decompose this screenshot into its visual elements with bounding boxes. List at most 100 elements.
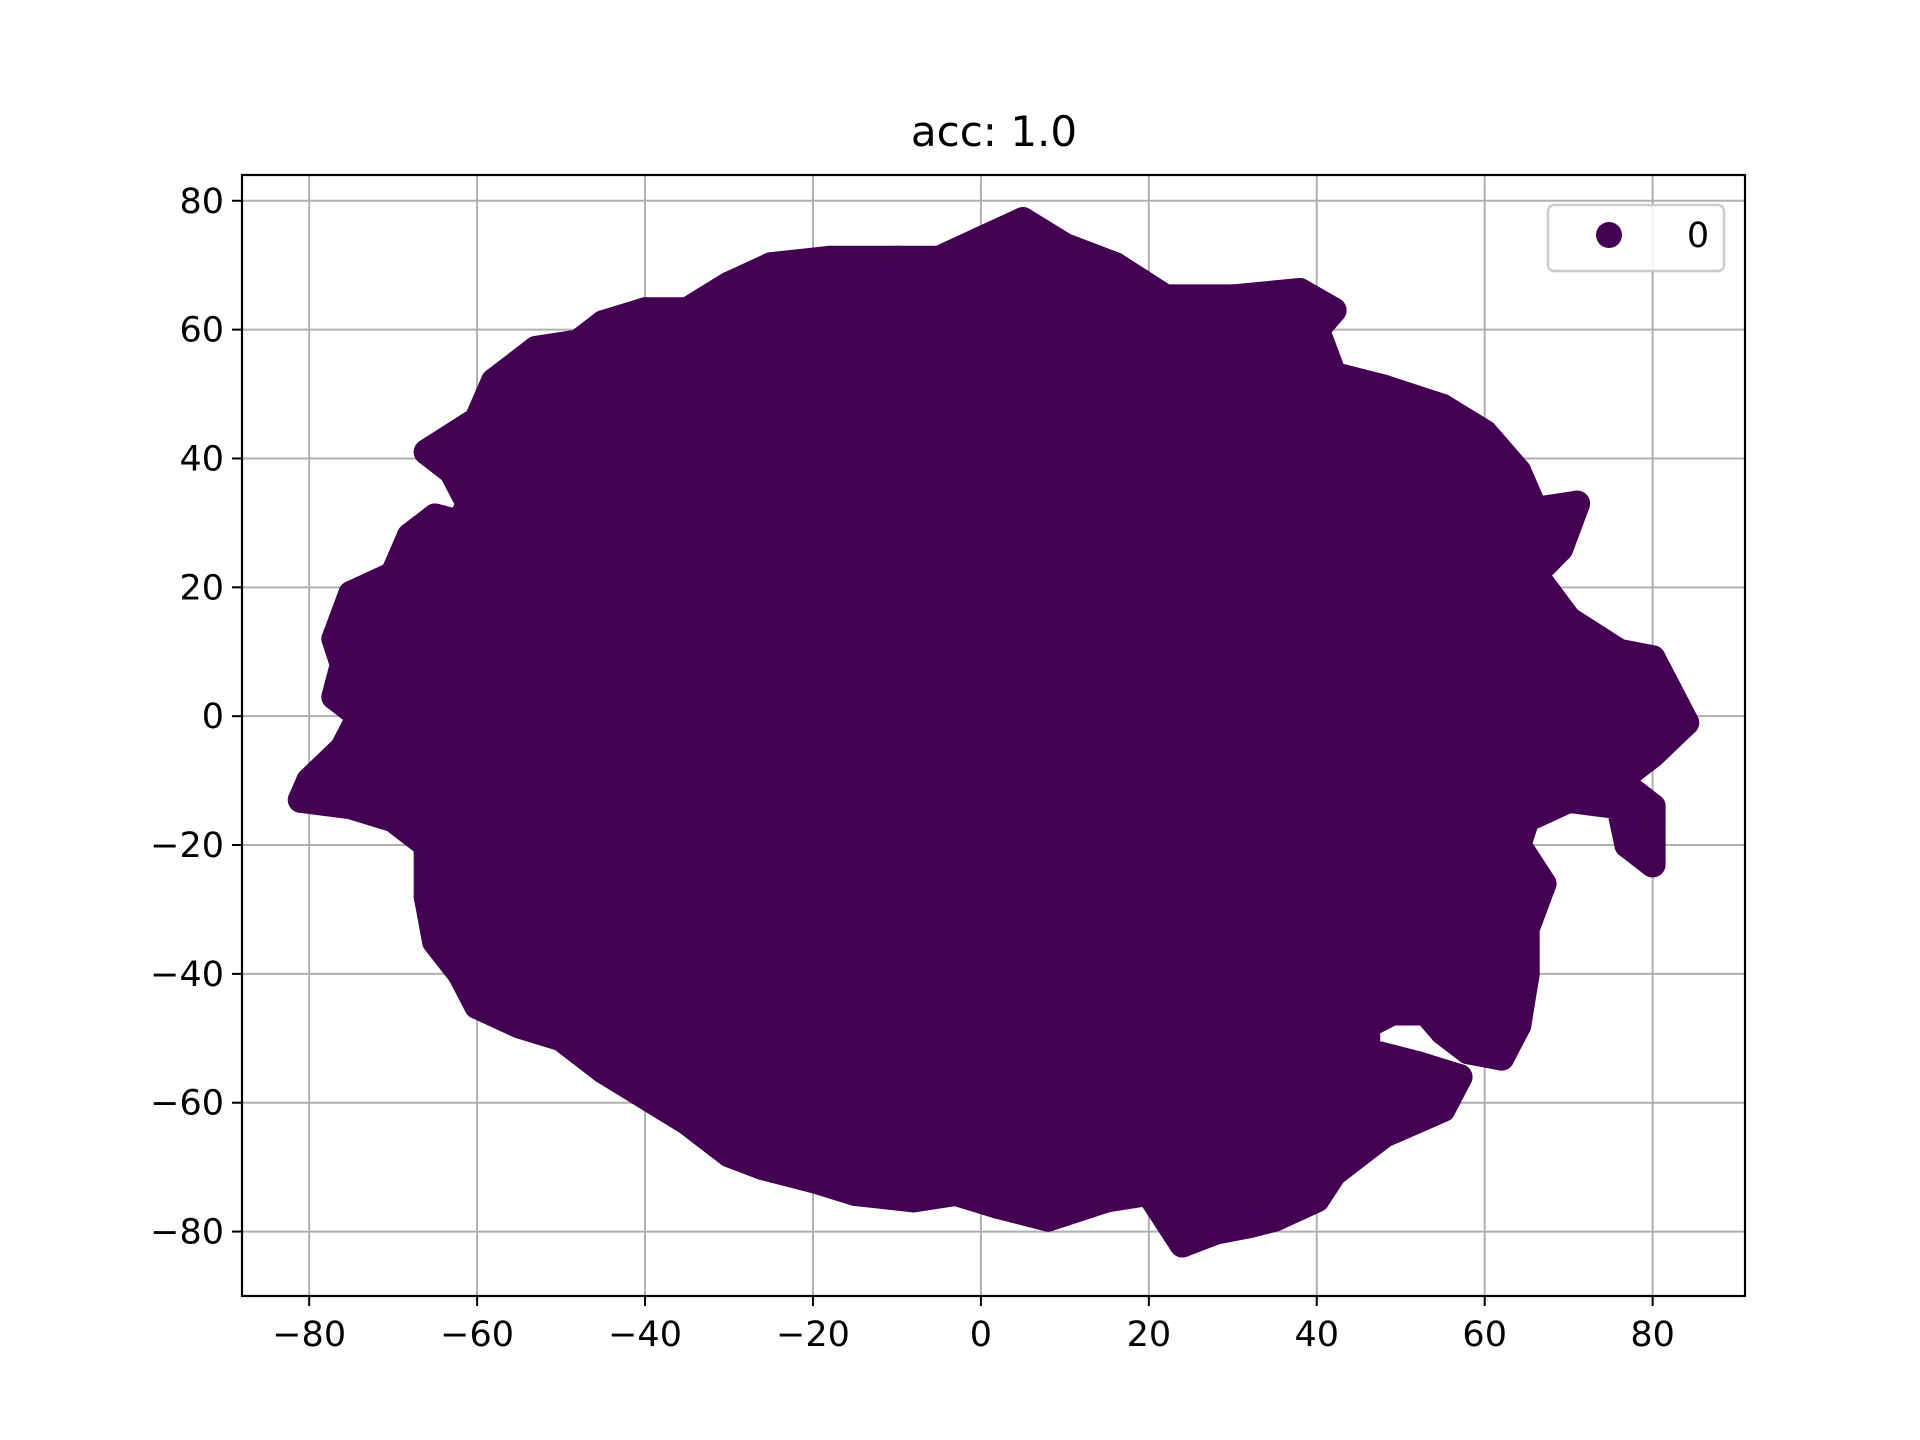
data-point: [338, 580, 365, 607]
data-point: [1219, 284, 1246, 311]
y-tick-label: 20: [179, 568, 224, 608]
data-point: [590, 310, 617, 337]
data-point: [1471, 419, 1498, 446]
data-point: [799, 1167, 826, 1194]
x-tick-label: 40: [1294, 1315, 1339, 1355]
x-tick-label: −60: [440, 1315, 514, 1355]
y-tick-label: −40: [150, 955, 224, 995]
y-tick-label: 80: [179, 182, 224, 222]
data-point: [321, 683, 348, 710]
data-point: [1606, 767, 1633, 794]
data-point: [749, 1154, 776, 1181]
data-point: [1564, 490, 1591, 517]
data-point: [1555, 606, 1582, 633]
data-point: [1505, 832, 1532, 859]
data-point: [716, 1141, 743, 1168]
legend-label: 0: [1687, 216, 1709, 256]
x-tick-label: −80: [272, 1315, 346, 1355]
data-point: [1606, 638, 1633, 665]
data-point: [1404, 1051, 1431, 1078]
data-point: [1606, 793, 1633, 820]
data-point: [380, 561, 407, 588]
data-point: [1673, 709, 1700, 736]
data-point: [321, 625, 348, 652]
data-point: [564, 329, 591, 356]
data-point: [1320, 297, 1347, 324]
data-point: [1639, 793, 1666, 820]
data-point: [1530, 870, 1557, 897]
chart-title: acc: 1.0: [911, 107, 1077, 156]
data-point: [329, 735, 356, 762]
data-point: [380, 806, 407, 833]
data-point: [674, 1109, 701, 1136]
y-tick-label: 40: [179, 439, 224, 479]
data-point: [1429, 1096, 1456, 1123]
data-point: [1236, 1212, 1263, 1239]
data-point: [1513, 960, 1540, 987]
data-point: [942, 1179, 969, 1206]
axes-frame: [240, 173, 1747, 1298]
data-point: [632, 1083, 659, 1110]
y-tick-label: 60: [179, 311, 224, 351]
data-point: [1303, 316, 1330, 343]
data-point: [1320, 1160, 1347, 1187]
data-point: [1454, 1038, 1481, 1065]
data-point: [447, 960, 474, 987]
data-point: [1354, 1012, 1381, 1039]
legend-box: [1546, 203, 1726, 273]
data-point: [1169, 1231, 1196, 1258]
data-point: [1303, 1186, 1330, 1213]
x-tick-label: 20: [1127, 1315, 1172, 1355]
data-point: [1370, 374, 1397, 401]
data-point: [1286, 277, 1313, 304]
data-point: [438, 458, 465, 485]
y-tick-label: −80: [150, 1213, 224, 1253]
data-point: [338, 793, 365, 820]
data-point: [967, 226, 994, 253]
data-point: [422, 928, 449, 955]
data-point: [1135, 1179, 1162, 1206]
data-point: [1035, 1205, 1062, 1232]
data-point: [1429, 1018, 1456, 1045]
axis-ticks: −80 −60 −40 −20 0 20 40 60 80 −80 −60 −40 −20 0 20 40 60…: [150, 182, 1675, 1355]
data-point: [925, 245, 952, 272]
data-point: [1051, 232, 1078, 259]
x-tick-label: −40: [608, 1315, 682, 1355]
data-point: [716, 271, 743, 298]
data-point: [1102, 252, 1129, 279]
data-point: [1488, 1044, 1515, 1071]
data-points: [287, 207, 1700, 1258]
data-point: [1513, 915, 1540, 942]
data-point: [1203, 1218, 1230, 1245]
data-point: [1379, 999, 1406, 1026]
x-tick-label: −20: [776, 1315, 850, 1355]
legend: 0: [1546, 203, 1726, 273]
data-point: [1093, 1186, 1120, 1213]
data-point: [841, 1179, 868, 1206]
data-point: [413, 439, 440, 466]
x-tick-label: 0: [970, 1315, 992, 1355]
data-point: [984, 1192, 1011, 1219]
data-point: [1009, 207, 1036, 234]
y-tick-label: −60: [150, 1084, 224, 1124]
data-point: [1505, 458, 1532, 485]
y-tick-label: −20: [150, 826, 224, 866]
data-point: [1639, 741, 1666, 768]
data-point: [506, 1012, 533, 1039]
data-point: [522, 335, 549, 362]
data-point: [346, 703, 373, 730]
data-point: [464, 993, 491, 1020]
data-point: [296, 767, 323, 794]
y-tick-label: 0: [202, 697, 224, 737]
data-point: [1547, 535, 1574, 562]
data-point: [413, 832, 440, 859]
data-point: [1320, 361, 1347, 388]
data-point: [1639, 851, 1666, 878]
data-point: [816, 245, 843, 272]
data-point: [1261, 1205, 1288, 1232]
data-point: [1152, 1205, 1179, 1232]
data-point: [1152, 284, 1179, 311]
data-point: [1505, 1012, 1532, 1039]
